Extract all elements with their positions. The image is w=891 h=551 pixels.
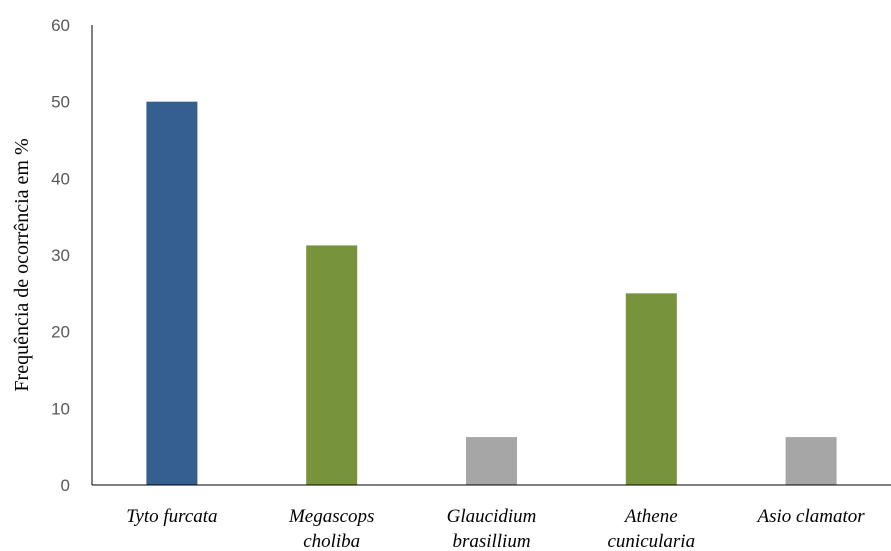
y-axis-label: Frequência de ocorrência em % [11,138,33,391]
y-tick-label: 40 [51,169,70,188]
y-axis-tick-labels: 0 10 20 30 40 50 60 [51,16,70,495]
x-category-label: Tyto furcata [126,506,217,527]
bar [306,245,358,485]
x-category-label: cunicularia [607,531,695,551]
x-category-label: Athene [623,506,678,527]
y-tick-label: 60 [51,16,70,35]
y-tick-label: 50 [51,93,70,112]
x-category-label: Megascops [288,506,374,527]
bar [785,437,837,485]
bar [466,437,517,485]
x-category-label: choliba [303,531,360,551]
bar [625,293,677,485]
x-category-label: brasillium [452,531,530,551]
x-axis-category-labels: Tyto furcata Megascops choliba Glaucidium br… [126,506,865,551]
x-category-label: Glaucidium [447,506,537,527]
bars [146,101,837,486]
y-tick-label: 10 [51,399,70,418]
x-category-label: Asio clamator [756,506,866,527]
y-tick-label: 0 [61,476,70,495]
y-tick-label: 20 [51,323,70,342]
bar [146,101,198,486]
y-tick-label: 30 [51,246,70,265]
